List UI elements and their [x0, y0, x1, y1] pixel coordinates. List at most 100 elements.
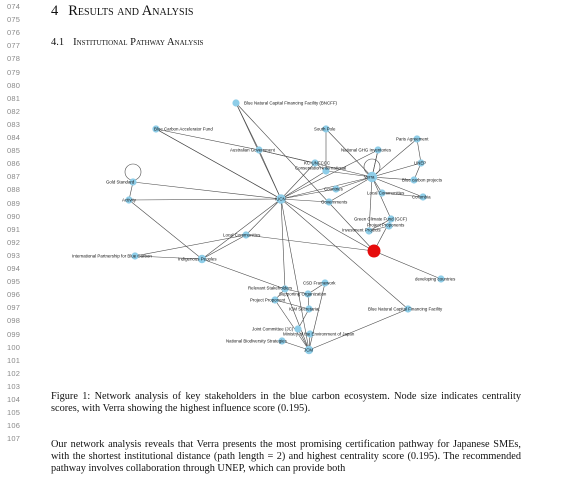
network-labels: Blue Natural Capital Financing Facility … [72, 101, 456, 353]
node-label: National GHG Inventories [341, 148, 392, 153]
node-label: Ministry of the Environment of Japan [283, 332, 355, 337]
line-number: 091 [7, 224, 21, 234]
network-edge [335, 176, 373, 190]
network-edge [373, 250, 442, 280]
node-label: Project Proponent [250, 298, 286, 303]
network-node [404, 305, 412, 313]
network-edge [280, 198, 409, 310]
node-label: Local Communities [367, 191, 405, 196]
network-edge [308, 308, 409, 351]
network-edge [280, 198, 310, 351]
node-label: KC-UNFCCC [304, 161, 330, 166]
network-edge [371, 138, 418, 178]
network-node [304, 345, 314, 355]
line-number: 095 [7, 277, 21, 287]
network-edge [308, 282, 326, 351]
network-edge [281, 340, 310, 351]
line-number: 107 [7, 434, 21, 444]
line-number: 075 [7, 15, 21, 25]
network-node [311, 159, 319, 167]
line-number: 078 [7, 54, 21, 64]
network-edge [371, 176, 392, 220]
node-label: International Partnership for Blue Carbo… [72, 254, 152, 259]
network-node [413, 135, 421, 143]
network-node [385, 222, 393, 230]
network-node [325, 198, 333, 206]
network-node [417, 159, 425, 167]
line-number: 104 [7, 395, 21, 404]
node-label: Joint Committee (JC) [252, 327, 294, 332]
network-node [321, 279, 329, 287]
line-number: 098 [7, 316, 21, 326]
network-node [129, 178, 137, 186]
network-edge [245, 234, 375, 252]
network-edge [155, 128, 260, 151]
self-loop-edge [124, 163, 142, 181]
network-edge [280, 188, 337, 200]
network-node [378, 189, 386, 197]
network-edge [280, 198, 286, 290]
network-node [242, 231, 250, 239]
node-label: Blue Carbon Accelerator Fund [154, 127, 213, 132]
node-label: Governments [321, 200, 348, 205]
network-node [125, 196, 133, 204]
network-edge [128, 199, 203, 260]
network-edge [368, 218, 392, 232]
network-edge [325, 170, 373, 178]
network-node [232, 99, 240, 107]
line-number: 085 [7, 146, 21, 156]
network-node [322, 125, 330, 133]
network-edge [155, 128, 375, 252]
network-edges [124, 102, 442, 351]
line-number: 105 [7, 408, 21, 418]
network-edge [258, 149, 282, 200]
figure-caption: Figure 1: Network analysis of key stakeh… [51, 391, 521, 415]
line-number: 083 [7, 119, 21, 129]
node-label: UNEP [414, 161, 426, 166]
node-verra-highlighted [367, 244, 381, 258]
node-label: Green Climate Fund (GCF) [354, 217, 407, 222]
network-node [131, 252, 139, 260]
section-number: 4 [51, 3, 59, 19]
network-node [419, 193, 427, 201]
node-label: Activity [122, 198, 137, 203]
network-node [365, 227, 373, 235]
node-label: Verra [364, 175, 375, 180]
line-number: 099 [7, 329, 21, 339]
node-label: National Biodiversity Strategies [226, 339, 288, 344]
line-number: 092 [7, 237, 21, 247]
network-node [281, 285, 289, 293]
network-node [305, 305, 313, 313]
line-number: 088 [7, 185, 21, 195]
network-edge [258, 149, 316, 164]
line-number: 076 [7, 28, 21, 38]
network-edge [371, 162, 422, 178]
network-edge [280, 176, 373, 200]
network-edge [134, 255, 203, 260]
network-edge [371, 176, 424, 198]
node-label: Supporting Organization [279, 292, 327, 297]
subsection-heading: 4.1 Institutional Pathway Analysis [51, 37, 203, 48]
network-node [387, 215, 395, 223]
line-number: 079 [7, 67, 21, 77]
line-number: 087 [7, 172, 21, 182]
network-node [197, 254, 207, 264]
line-number: 101 [7, 355, 21, 365]
network-edge [201, 258, 286, 290]
network-edge [368, 176, 373, 232]
line-number: 094 [7, 264, 21, 273]
network-edge [280, 170, 327, 200]
network-edge [201, 234, 247, 260]
line-number: 081 [7, 93, 21, 103]
node-label: Australian Government [230, 148, 276, 153]
network-nodes [125, 99, 445, 355]
subsection-title: Institutional Pathway Analysis [73, 37, 204, 48]
network-edge [245, 198, 282, 236]
line-number: 096 [7, 290, 21, 300]
network-edge [235, 102, 260, 151]
network-edge [381, 192, 424, 198]
network-node [366, 171, 378, 183]
network-node [304, 290, 312, 298]
node-label: Investment Projects [342, 228, 381, 233]
network-edge [134, 234, 247, 257]
